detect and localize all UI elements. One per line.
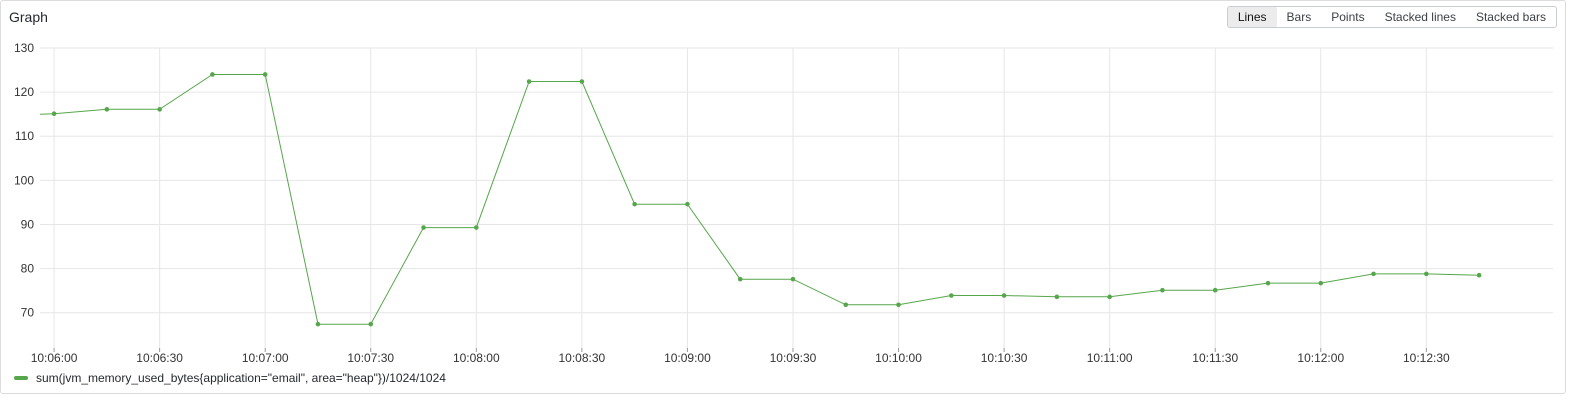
y-tick-label: 80 xyxy=(21,262,35,276)
data-point xyxy=(526,79,532,84)
data-point xyxy=(579,79,585,84)
y-tick-label: 120 xyxy=(14,85,34,99)
x-tick-label: 10:10:00 xyxy=(875,351,922,365)
y-tick-label: 130 xyxy=(14,41,34,55)
mode-button-stacked-bars[interactable]: Stacked bars xyxy=(1475,10,1546,24)
x-tick-label: 10:06:30 xyxy=(136,351,183,365)
y-tick-label: 110 xyxy=(15,129,34,143)
x-tick-label: 10:08:00 xyxy=(453,351,500,365)
data-point xyxy=(157,107,162,112)
data-point xyxy=(315,321,321,327)
data-point xyxy=(949,293,954,298)
data-point xyxy=(1371,271,1376,277)
data-point xyxy=(1160,287,1165,293)
x-tick-label: 10:09:00 xyxy=(664,351,711,365)
data-point xyxy=(1424,271,1429,277)
data-point xyxy=(843,302,849,308)
data-point xyxy=(1265,280,1271,286)
data-point xyxy=(474,225,479,230)
x-tick-label: 10:12:30 xyxy=(1403,351,1450,365)
data-point xyxy=(210,72,215,77)
panel-title: Graph xyxy=(9,9,48,25)
data-point xyxy=(790,276,796,282)
data-point xyxy=(737,276,743,282)
data-point xyxy=(104,107,110,112)
y-tick-label: 100 xyxy=(14,173,34,187)
display-mode-toggle: Lines Bars Points Stacked lines Stacked bars xyxy=(1226,6,1557,28)
mode-button-bars[interactable]: Bars xyxy=(1286,10,1312,24)
x-tick-label: 10:12:00 xyxy=(1297,351,1344,365)
x-tick-label: 10:06:00 xyxy=(31,351,78,365)
data-point xyxy=(685,201,690,207)
chart-legend[interactable]: sum(jvm_memory_used_bytes{application="e… xyxy=(14,371,446,385)
x-tick-label: 10:09:30 xyxy=(770,351,817,365)
data-point xyxy=(1318,280,1324,286)
mode-button-points[interactable]: Points xyxy=(1331,10,1365,24)
mode-button-lines[interactable]: Lines xyxy=(1227,7,1277,27)
data-point xyxy=(1001,293,1007,298)
data-point xyxy=(1212,287,1218,293)
x-tick-label: 10:10:30 xyxy=(981,351,1028,365)
legend-label: sum(jvm_memory_used_bytes{application="e… xyxy=(36,371,446,385)
data-point xyxy=(51,111,57,117)
x-tick-label: 10:07:00 xyxy=(242,351,289,365)
x-tick-label: 10:11:00 xyxy=(1087,351,1133,365)
y-tick-label: 90 xyxy=(21,217,35,231)
x-tick-label: 10:07:30 xyxy=(347,351,394,365)
x-tick-label: 10:11:30 xyxy=(1192,351,1238,365)
data-point xyxy=(1107,294,1112,300)
data-point xyxy=(421,225,426,230)
data-point xyxy=(262,72,268,77)
graph-panel: Graph Lines Bars Points Stacked lines Stacke… xyxy=(0,0,1566,394)
legend-swatch xyxy=(14,376,28,380)
series-line xyxy=(39,74,1480,325)
data-point xyxy=(1476,272,1482,278)
x-tick-label: 10:08:30 xyxy=(559,351,606,365)
data-point xyxy=(632,201,637,207)
data-point xyxy=(1054,294,1060,300)
data-point xyxy=(896,302,901,308)
mode-button-stacked-lines[interactable]: Stacked lines xyxy=(1384,10,1456,24)
y-tick-label: 70 xyxy=(21,306,35,320)
data-point xyxy=(368,321,374,327)
